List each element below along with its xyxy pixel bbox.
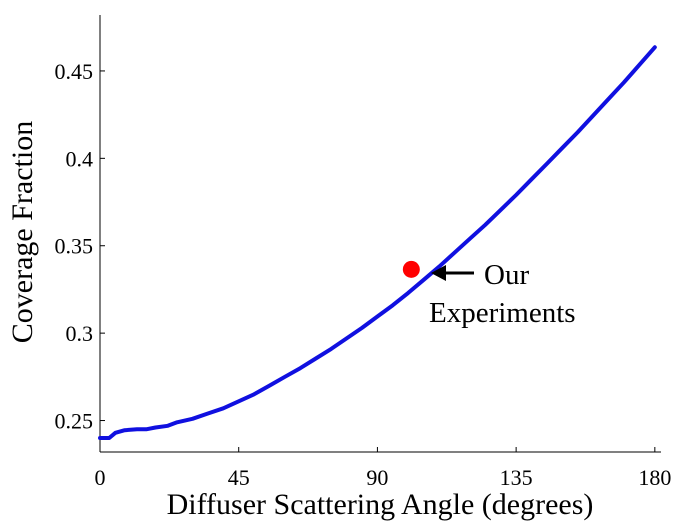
annotation-arrow-head: [431, 265, 446, 281]
annotation-layer: Our Experiments: [429, 259, 576, 329]
y-ticks: 0.25 0.3 0.35 0.4 0.45: [55, 59, 105, 434]
x-ticks: 0 45 90 135 180: [95, 447, 671, 490]
x-axis-title: Diffuser Scattering Angle (degrees): [167, 488, 594, 521]
x-tick-label: 0: [95, 465, 106, 490]
x-tick-label: 180: [638, 465, 671, 490]
annotation-line-1: Our: [484, 259, 529, 291]
y-tick-label: 0.45: [55, 59, 94, 84]
x-tick-label: 135: [500, 465, 533, 490]
y-tick-label: 0.35: [55, 234, 94, 259]
series-layer: [98, 45, 657, 440]
x-tick-label: 45: [228, 465, 250, 490]
series-line: [98, 45, 657, 440]
y-tick-label: 0.4: [66, 146, 94, 171]
experiment-point: [402, 260, 420, 278]
y-axis-title: Coverage Fraction: [6, 121, 39, 343]
x-tick-label: 90: [366, 465, 388, 490]
marker-layer: [402, 260, 420, 278]
axes-frame: [99, 15, 661, 453]
y-tick-label: 0.25: [55, 409, 94, 434]
y-tick-label: 0.3: [66, 321, 94, 346]
annotation-line-2: Experiments: [429, 297, 576, 329]
